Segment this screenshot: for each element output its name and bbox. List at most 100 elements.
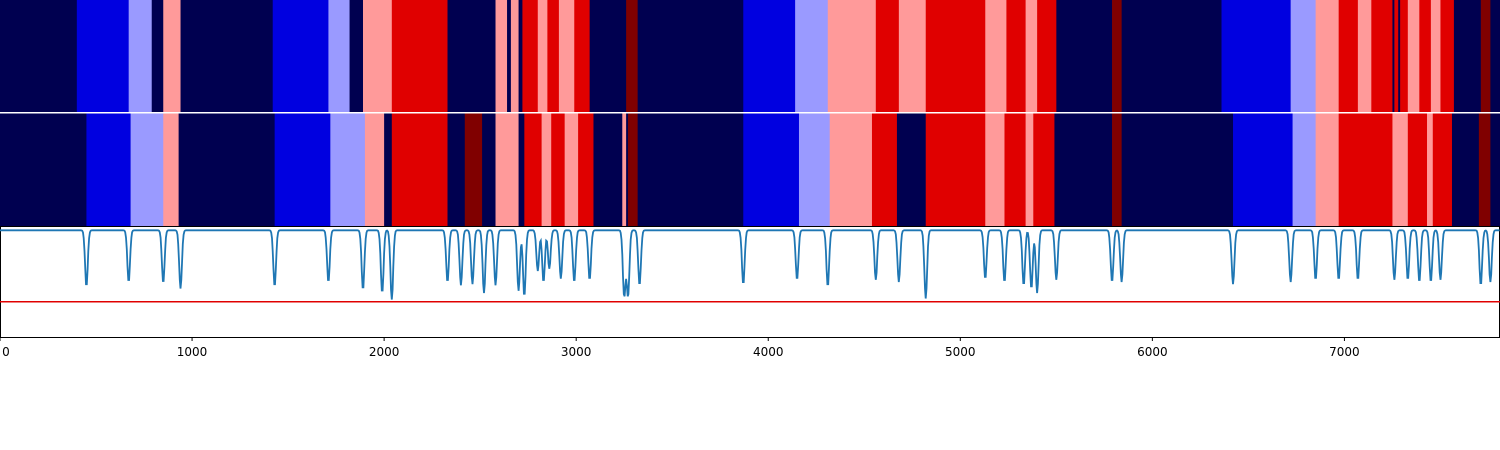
heatmap-segment [1419, 0, 1432, 112]
heatmap-segment [827, 0, 877, 112]
heatmap-segment [482, 113, 496, 226]
heatmap-segment [1006, 0, 1027, 112]
heatmap-segment [628, 113, 639, 226]
heatmap-segment [391, 113, 448, 226]
x-axis: 0 1000 2000 3000 4000 5000 6000 7000 [0, 337, 1360, 359]
heatmap-segment [1233, 113, 1293, 226]
heatmap-segment [1315, 113, 1340, 226]
heatmap-segment [274, 113, 331, 226]
heatmap-segment [510, 0, 519, 112]
x-tick-label: 0 [2, 345, 10, 359]
heatmap-segment [1478, 113, 1491, 226]
heatmap-segment [0, 0, 78, 112]
heatmap-segment [495, 113, 519, 226]
heatmap-segment [1430, 0, 1441, 112]
heatmap-segment [1221, 0, 1292, 112]
heatmap-segment [447, 113, 466, 226]
heatmap-segment [1112, 113, 1123, 226]
heatmap-segment [86, 113, 132, 226]
heatmap-segment [875, 0, 900, 112]
heatmap-segment [795, 0, 829, 112]
heatmap-segment [1394, 0, 1399, 112]
heatmap-segment [495, 0, 508, 112]
heatmap-segment [76, 0, 130, 112]
heatmap-segment [551, 113, 566, 226]
signal-line [0, 229, 1500, 300]
heatmap-segment [1432, 113, 1453, 226]
heatmap-segment [1292, 113, 1317, 226]
heatmap-segment [574, 0, 591, 112]
heatmap-segment [626, 0, 639, 112]
heatmap-segment [925, 113, 986, 226]
heatmap-segment [1056, 0, 1113, 112]
heatmap-segment [1440, 0, 1455, 112]
x-tick-label: 3000 [561, 345, 592, 359]
heatmap-segment [128, 0, 153, 112]
heatmap-segment [349, 0, 364, 112]
heatmap-segment [163, 0, 181, 112]
heatmap-segment [507, 0, 512, 112]
heatmap-segment [1357, 0, 1372, 112]
heatmap-segment [1037, 0, 1057, 112]
heatmap-segment [1407, 113, 1428, 226]
heatmap-segment [589, 0, 627, 112]
heatmap-segment [130, 113, 164, 226]
heatmap-segment [547, 0, 560, 112]
heatmap-track-top [0, 0, 1500, 112]
x-tick-label: 6000 [1137, 345, 1168, 359]
heatmap-segment [1407, 0, 1420, 112]
heatmap-segment [464, 113, 483, 226]
heatmap-segment [564, 113, 579, 226]
heatmap-segment [898, 0, 927, 112]
heatmap-segment [1427, 113, 1434, 226]
signal-line-panel [0, 226, 1500, 338]
heatmap-segment [151, 0, 164, 112]
track-separator [0, 112, 1500, 114]
heatmap-track-bottom [0, 113, 1500, 226]
heatmap-segment [1121, 0, 1222, 112]
heatmap-segment [637, 0, 744, 112]
x-tick-label: 7000 [1329, 345, 1360, 359]
heatmap-segment [522, 0, 539, 112]
heatmap-segment [447, 0, 496, 112]
heatmap-segment [1338, 0, 1359, 112]
heatmap-segment [798, 113, 831, 226]
heatmap-segment [871, 113, 898, 226]
heatmap-segment [743, 113, 800, 226]
heatmap-segment [362, 0, 393, 112]
x-tick-label: 4000 [753, 345, 784, 359]
heatmap-segment [1490, 113, 1500, 226]
heatmap-segment [1025, 113, 1034, 226]
heatmap-segment [1025, 0, 1038, 112]
line-panel-frame [0, 226, 1500, 338]
heatmap-segment [384, 113, 393, 226]
heatmap-segment [1451, 113, 1480, 226]
heatmap-segment [518, 0, 523, 112]
heatmap-segment [1453, 0, 1482, 112]
heatmap-segment [1290, 0, 1317, 112]
heatmap-segment [180, 0, 274, 112]
heatmap-segment [925, 0, 986, 112]
heatmap-segment [364, 113, 385, 226]
heatmap-segment [1004, 113, 1027, 226]
heatmap-segment [537, 0, 548, 112]
heatmap-segment [1054, 113, 1113, 226]
heatmap-segment [1398, 0, 1401, 112]
heatmap-segment [637, 113, 744, 226]
x-tick-label: 5000 [945, 345, 976, 359]
heatmap-segment [985, 0, 1007, 112]
heatmap-segment [743, 0, 796, 112]
heatmap-segment [626, 113, 629, 226]
x-tick-label: 2000 [369, 345, 400, 359]
heatmap-segment [985, 113, 1005, 226]
heatmap-segment [330, 113, 366, 226]
heatmap-segment [1121, 113, 1234, 226]
heatmap-segment [1480, 0, 1491, 112]
heatmap-segment [1112, 0, 1123, 112]
heatmap-segment [829, 113, 873, 226]
x-tick-label: 1000 [177, 345, 208, 359]
heatmap-segment [518, 113, 525, 226]
heatmap-segment [1392, 0, 1395, 112]
heatmap-segment [0, 113, 87, 226]
heatmap-segment [1315, 0, 1340, 112]
